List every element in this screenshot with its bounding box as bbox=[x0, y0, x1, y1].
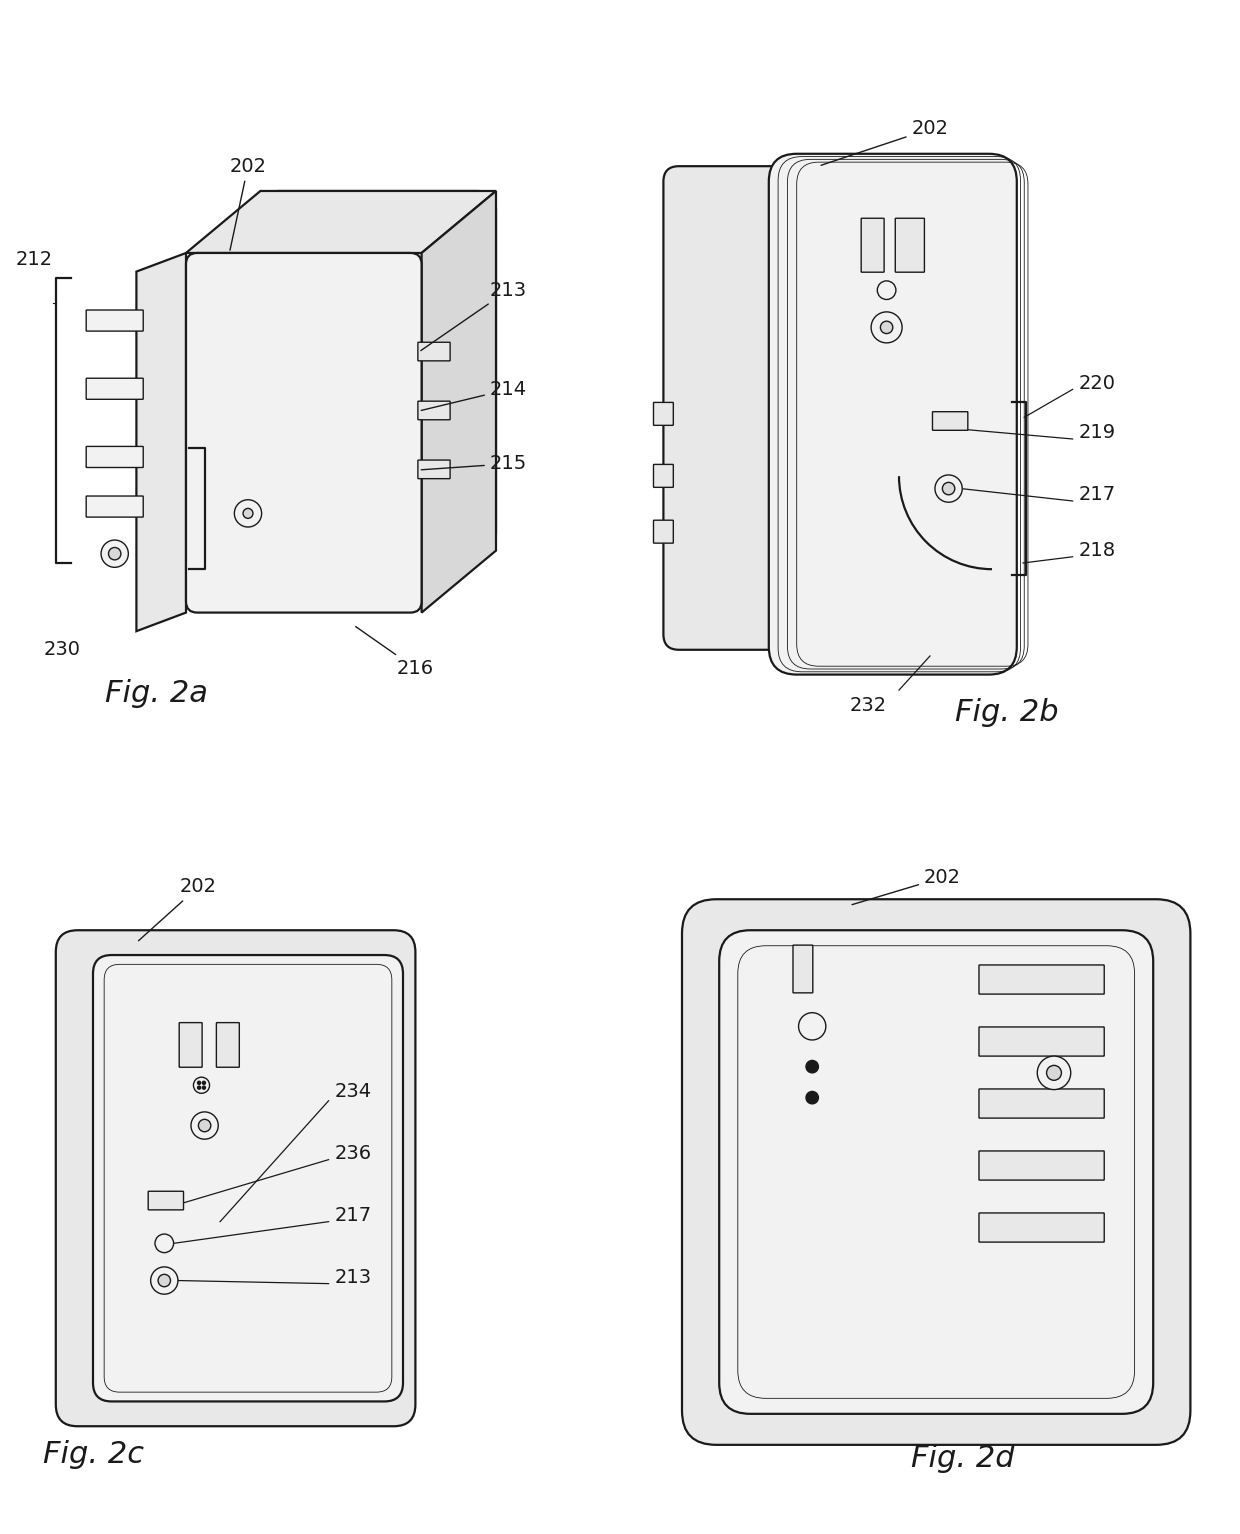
Circle shape bbox=[942, 482, 955, 495]
Polygon shape bbox=[136, 253, 186, 630]
FancyBboxPatch shape bbox=[980, 1213, 1105, 1243]
FancyBboxPatch shape bbox=[663, 166, 849, 650]
FancyBboxPatch shape bbox=[216, 1023, 239, 1068]
FancyBboxPatch shape bbox=[180, 1023, 202, 1068]
FancyBboxPatch shape bbox=[932, 411, 968, 431]
Text: 202: 202 bbox=[821, 120, 949, 166]
Text: 215: 215 bbox=[422, 454, 527, 474]
Text: 217: 217 bbox=[1079, 485, 1116, 505]
FancyBboxPatch shape bbox=[980, 1150, 1105, 1180]
FancyBboxPatch shape bbox=[87, 310, 144, 331]
Text: 230: 230 bbox=[43, 640, 81, 660]
FancyBboxPatch shape bbox=[653, 520, 673, 543]
FancyBboxPatch shape bbox=[418, 342, 450, 360]
FancyBboxPatch shape bbox=[87, 495, 144, 517]
Circle shape bbox=[234, 500, 262, 528]
Circle shape bbox=[198, 1120, 211, 1132]
FancyBboxPatch shape bbox=[682, 899, 1190, 1445]
Circle shape bbox=[870, 311, 903, 344]
FancyBboxPatch shape bbox=[980, 965, 1105, 994]
Text: Fig. 2c: Fig. 2c bbox=[43, 1440, 144, 1470]
Circle shape bbox=[935, 476, 962, 502]
Circle shape bbox=[155, 1233, 174, 1253]
Circle shape bbox=[197, 1081, 201, 1085]
Text: 217: 217 bbox=[335, 1206, 372, 1226]
Text: 234: 234 bbox=[335, 1081, 372, 1101]
Text: 220: 220 bbox=[1079, 374, 1116, 393]
FancyBboxPatch shape bbox=[93, 956, 403, 1402]
Circle shape bbox=[243, 508, 253, 518]
Circle shape bbox=[799, 1012, 826, 1040]
FancyBboxPatch shape bbox=[87, 379, 144, 399]
Text: 213: 213 bbox=[335, 1269, 372, 1287]
Text: 202: 202 bbox=[229, 156, 267, 250]
Circle shape bbox=[878, 281, 895, 299]
Circle shape bbox=[159, 1275, 171, 1287]
Circle shape bbox=[102, 540, 129, 568]
FancyBboxPatch shape bbox=[149, 1192, 184, 1210]
FancyBboxPatch shape bbox=[980, 1089, 1105, 1118]
Circle shape bbox=[1037, 1055, 1071, 1089]
FancyBboxPatch shape bbox=[653, 402, 673, 425]
FancyBboxPatch shape bbox=[418, 402, 450, 420]
FancyBboxPatch shape bbox=[260, 190, 496, 551]
FancyBboxPatch shape bbox=[980, 1026, 1105, 1055]
FancyBboxPatch shape bbox=[719, 930, 1153, 1414]
Text: 213: 213 bbox=[420, 281, 527, 351]
Text: 202: 202 bbox=[852, 868, 961, 905]
FancyBboxPatch shape bbox=[87, 446, 144, 468]
Circle shape bbox=[197, 1086, 201, 1089]
FancyBboxPatch shape bbox=[794, 945, 813, 992]
Circle shape bbox=[193, 1077, 210, 1094]
FancyBboxPatch shape bbox=[769, 153, 1017, 675]
Circle shape bbox=[1047, 1066, 1061, 1080]
FancyBboxPatch shape bbox=[418, 460, 450, 479]
Polygon shape bbox=[422, 190, 496, 612]
Text: 214: 214 bbox=[422, 380, 527, 411]
Circle shape bbox=[109, 548, 122, 560]
Circle shape bbox=[880, 321, 893, 333]
Circle shape bbox=[202, 1086, 206, 1089]
Text: 202: 202 bbox=[139, 877, 217, 940]
Text: 216: 216 bbox=[356, 626, 434, 678]
FancyBboxPatch shape bbox=[653, 465, 673, 488]
FancyBboxPatch shape bbox=[186, 253, 422, 612]
Text: 219: 219 bbox=[1079, 423, 1116, 442]
FancyBboxPatch shape bbox=[861, 218, 884, 272]
Polygon shape bbox=[186, 190, 496, 253]
FancyBboxPatch shape bbox=[56, 930, 415, 1427]
Text: 232: 232 bbox=[849, 696, 887, 715]
Circle shape bbox=[151, 1267, 179, 1295]
Circle shape bbox=[191, 1112, 218, 1140]
Circle shape bbox=[806, 1091, 818, 1104]
Text: 218: 218 bbox=[1079, 542, 1116, 560]
Text: 236: 236 bbox=[335, 1144, 372, 1163]
Text: Fig. 2a: Fig. 2a bbox=[105, 680, 208, 709]
FancyBboxPatch shape bbox=[895, 218, 925, 272]
Circle shape bbox=[202, 1081, 206, 1085]
Text: 212: 212 bbox=[15, 250, 52, 268]
Text: Fig. 2b: Fig. 2b bbox=[955, 698, 1059, 727]
Text: Fig. 2d: Fig. 2d bbox=[911, 1443, 1016, 1473]
Circle shape bbox=[806, 1060, 818, 1072]
